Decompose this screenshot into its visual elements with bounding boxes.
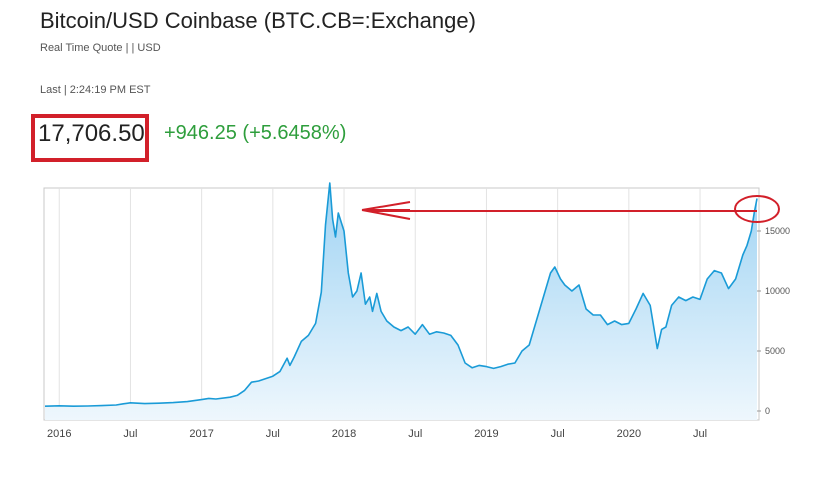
y-tick-label: 0 [765, 406, 770, 416]
last-price: 17,706.50 [38, 120, 145, 147]
price-change: +946.25 (+5.6458%) [164, 122, 347, 144]
x-tick-label: Jul [408, 428, 422, 440]
price-highlight-box [31, 114, 149, 162]
y-tick-label: 5000 [765, 346, 785, 356]
red-annotation [361, 195, 780, 223]
x-tick-label: 2016 [47, 428, 71, 440]
annotation-circle [734, 195, 780, 223]
y-tick-label: 10000 [765, 286, 790, 296]
quote-subtitle: Real Time Quote | | USD [40, 42, 161, 54]
x-tick-label: 2017 [189, 428, 213, 440]
x-tick-label: Jul [266, 428, 280, 440]
x-tick-label: Jul [123, 428, 137, 440]
y-tick-label: 15000 [765, 226, 790, 236]
y-axis-ticks: 0 5000 10000 15000 [757, 226, 790, 416]
page-title: Bitcoin/USD Coinbase (BTC.CB=:Exchange) [40, 8, 476, 33]
x-tick-label: Jul [693, 428, 707, 440]
x-tick-label: Jul [551, 428, 565, 440]
last-updated: Last | 2:24:19 PM EST [40, 84, 151, 96]
x-axis-ticks: 2016 Jul 2017 Jul 2018 Jul 2019 Jul 2020 Jul [47, 428, 707, 440]
annotation-arrow-head [361, 201, 411, 220]
x-tick-label: 2020 [617, 428, 641, 440]
price-line [44, 182, 758, 407]
x-tick-label: 2019 [474, 428, 498, 440]
price-area [45, 183, 757, 420]
x-tick-label: 2018 [332, 428, 356, 440]
